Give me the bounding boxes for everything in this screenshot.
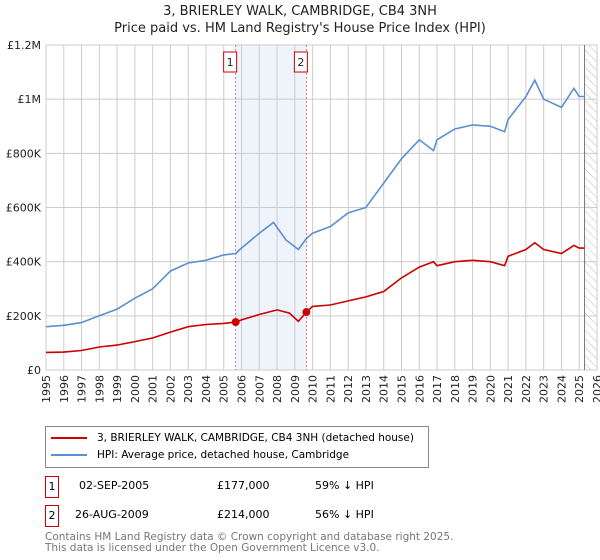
x-tick-label: 1995 xyxy=(40,375,53,403)
chart-title: 3, BRIERLEY WALK, CAMBRIDGE, CB4 3NH xyxy=(163,4,437,19)
x-tick-label: 1997 xyxy=(76,375,89,403)
x-tick-label: 2005 xyxy=(218,375,231,403)
x-tick-label: 2013 xyxy=(360,375,373,403)
x-tick-label: 2012 xyxy=(342,375,355,403)
y-tick-label: £400K xyxy=(6,256,42,269)
x-tick-label: 2009 xyxy=(289,375,302,403)
legend: 3, BRIERLEY WALK, CAMBRIDGE, CB4 3NH (de… xyxy=(45,426,429,468)
sale-price: £177,000 xyxy=(217,479,270,492)
sale-date: 26-AUG-2009 xyxy=(75,508,149,521)
y-tick-label: £1M xyxy=(18,93,42,106)
sale-row: 2 26-AUG-2009 £214,000 56% ↓ HPI xyxy=(45,505,445,527)
x-tick-label: 2015 xyxy=(395,375,408,403)
x-tick-label: 2010 xyxy=(307,375,320,403)
sale-date: 02-SEP-2005 xyxy=(79,479,150,492)
sale-row: 1 02-SEP-2005 £177,000 59% ↓ HPI xyxy=(45,476,445,498)
footer: Contains HM Land Registry data © Crown c… xyxy=(45,532,453,554)
sale-flag-label: 2 xyxy=(297,56,304,69)
x-tick-label: 1999 xyxy=(111,375,124,403)
x-tick-label: 2018 xyxy=(449,375,462,403)
x-tick-label: 1996 xyxy=(58,375,71,403)
x-tick-label: 2006 xyxy=(236,375,249,403)
sale-flag-label: 1 xyxy=(227,56,234,69)
x-tick-label: 2000 xyxy=(129,375,142,403)
footer-line: Contains HM Land Registry data © Crown c… xyxy=(45,531,454,543)
y-tick-label: £0 xyxy=(27,364,41,377)
x-tick-label: 2022 xyxy=(520,375,533,403)
x-tick-label: 2026 xyxy=(591,375,600,403)
legend-item-hpi: HPI: Average price, detached house, Camb… xyxy=(51,447,349,463)
sale-badge: 1 xyxy=(45,476,59,498)
x-tick-label: 2019 xyxy=(467,375,480,403)
x-tick-label: 2014 xyxy=(378,375,391,403)
legend-label: HPI: Average price, detached house, Camb… xyxy=(97,449,350,461)
sale-price: £214,000 xyxy=(217,508,270,521)
y-tick-label: £600K xyxy=(6,202,42,215)
x-tick-label: 2021 xyxy=(502,375,515,403)
x-tick-label: 2003 xyxy=(182,375,195,403)
x-tick-label: 2002 xyxy=(164,375,177,403)
x-tick-label: 2020 xyxy=(484,375,497,403)
sale-point xyxy=(231,318,240,327)
sale-hpi: 59% ↓ HPI xyxy=(315,479,374,492)
x-tick-label: 2024 xyxy=(555,375,568,403)
y-tick-label: £800K xyxy=(6,147,42,160)
footer-line: This data is licensed under the Open Gov… xyxy=(45,542,380,554)
x-tick-label: 2008 xyxy=(271,375,284,403)
x-tick-label: 2016 xyxy=(413,375,426,403)
sale-flag xyxy=(223,51,238,73)
sale-point xyxy=(302,308,311,317)
legend-swatch-blue xyxy=(51,454,87,456)
x-tick-label: 2017 xyxy=(431,375,444,403)
sale-flag xyxy=(293,51,308,73)
y-tick-label: £1.2M xyxy=(7,39,41,52)
x-tick-label: 2023 xyxy=(538,375,551,403)
legend-swatch-red xyxy=(51,437,87,439)
sale-badge: 2 xyxy=(45,505,59,527)
chart-subtitle: Price paid vs. HM Land Registry's House … xyxy=(114,21,486,36)
series-line xyxy=(45,78,585,328)
y-tick-label: £200K xyxy=(6,310,42,323)
sale-hpi: 56% ↓ HPI xyxy=(315,508,374,521)
x-tick-label: 1998 xyxy=(93,375,106,403)
legend-item-property: 3, BRIERLEY WALK, CAMBRIDGE, CB4 3NH (de… xyxy=(51,430,414,446)
price-chart: 1995 1996 1997 1998 1999 2000 2001 2002 2003 2004… xyxy=(6,39,600,403)
x-tick-label: 2001 xyxy=(147,375,160,403)
x-tick-label: 2007 xyxy=(253,375,266,403)
x-tick-label: 2004 xyxy=(200,375,213,403)
legend-label: 3, BRIERLEY WALK, CAMBRIDGE, CB4 3NH (de… xyxy=(97,432,414,444)
series-line xyxy=(45,241,585,354)
x-tick-label: 2011 xyxy=(324,375,337,403)
x-tick-label: 2025 xyxy=(573,375,586,403)
